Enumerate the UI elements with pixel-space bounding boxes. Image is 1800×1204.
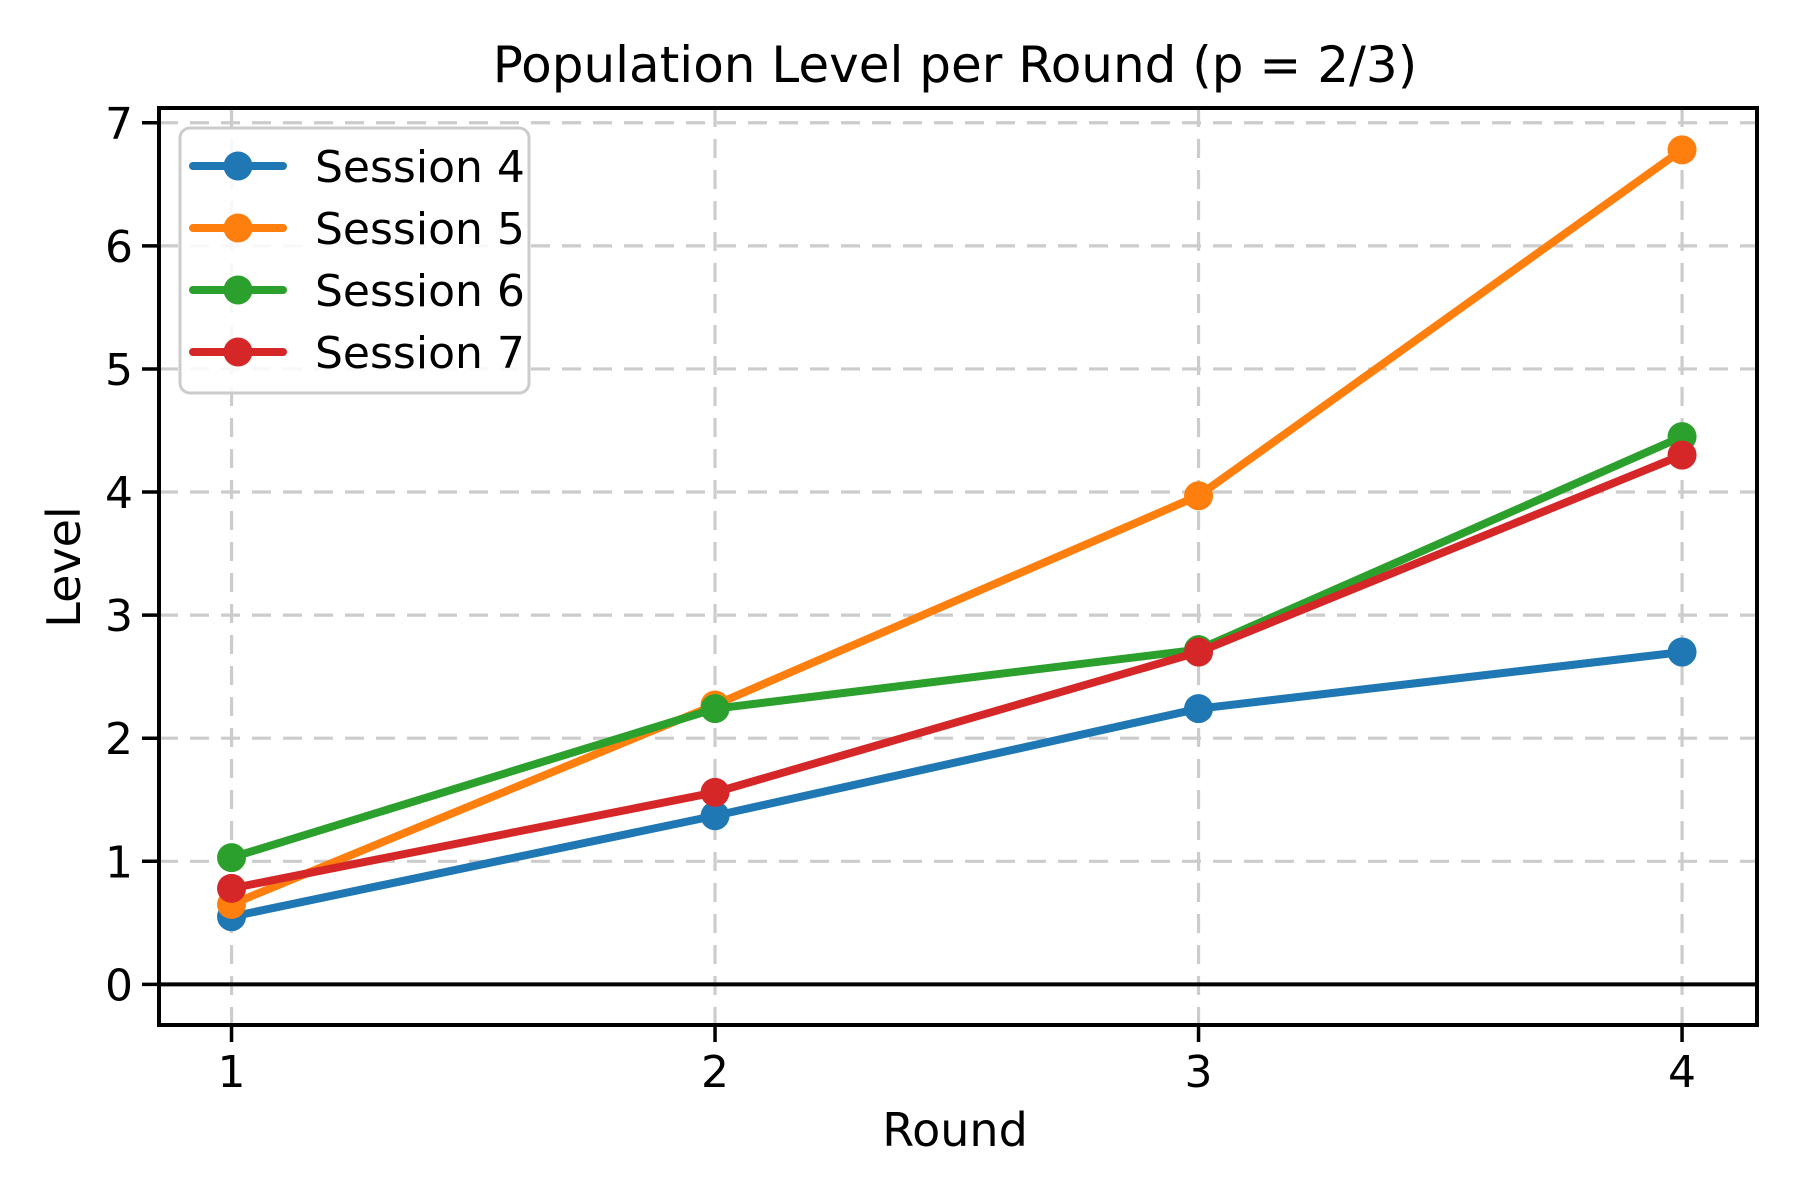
x-tick-label: 3 xyxy=(1185,1047,1213,1098)
y-tick-label: 7 xyxy=(105,99,133,150)
legend: Session 4 Session 5 Session 6 Session 7 xyxy=(178,126,531,395)
data-point-session-7 xyxy=(700,777,730,807)
plot-border xyxy=(157,106,1759,1027)
legend-marker-session-7 xyxy=(223,337,253,367)
x-axis-label: Round xyxy=(882,1103,1028,1157)
data-point-session-4 xyxy=(1184,694,1214,724)
legend-marker-session-4 xyxy=(223,151,253,181)
data-point-session-5 xyxy=(1184,481,1214,511)
tick-group: 1 2 3 4 0 1 2 3 4 5 6 7 xyxy=(105,99,1696,1098)
x-tick-label: 2 xyxy=(701,1047,729,1098)
y-tick-label: 4 xyxy=(105,468,133,519)
y-tick-label: 5 xyxy=(105,345,133,396)
x-tick-label: 1 xyxy=(218,1047,246,1098)
series-line-session-7 xyxy=(227,451,1687,893)
data-point-session-4 xyxy=(1667,637,1697,667)
x-tick-label: 4 xyxy=(1668,1047,1696,1098)
legend-label-session-4: Session 4 xyxy=(315,142,525,193)
y-axis-label: Level xyxy=(37,506,91,627)
legend-marker-session-6 xyxy=(223,275,253,305)
data-point-session-4 xyxy=(700,801,730,831)
data-point-session-5 xyxy=(1667,135,1697,165)
data-point-session-6 xyxy=(217,843,247,873)
y-tick-label: 3 xyxy=(105,591,133,642)
series-line-session-4 xyxy=(227,648,1687,921)
data-point-session-7 xyxy=(1667,440,1697,470)
data-point-session-7 xyxy=(1184,637,1214,667)
series-group xyxy=(217,135,1697,932)
chart-title: Population Level per Round (p = 2/3) xyxy=(493,36,1417,94)
data-point-session-7 xyxy=(217,873,247,903)
legend-label-session-5: Session 5 xyxy=(315,204,525,255)
legend-label-session-6: Session 6 xyxy=(315,266,525,317)
legend-box xyxy=(178,126,531,395)
y-tick-label: 2 xyxy=(105,714,133,765)
y-tick-label: 1 xyxy=(105,837,133,888)
y-tick-label: 6 xyxy=(105,222,133,273)
series-line-session-6 xyxy=(227,432,1687,862)
plot-border-group xyxy=(157,106,1759,1027)
legend-marker-session-5 xyxy=(223,213,253,243)
data-point-session-6 xyxy=(700,694,730,724)
y-tick-label: 0 xyxy=(105,960,133,1011)
legend-label-session-7: Session 7 xyxy=(315,328,525,379)
series-line-session-5 xyxy=(227,145,1687,909)
